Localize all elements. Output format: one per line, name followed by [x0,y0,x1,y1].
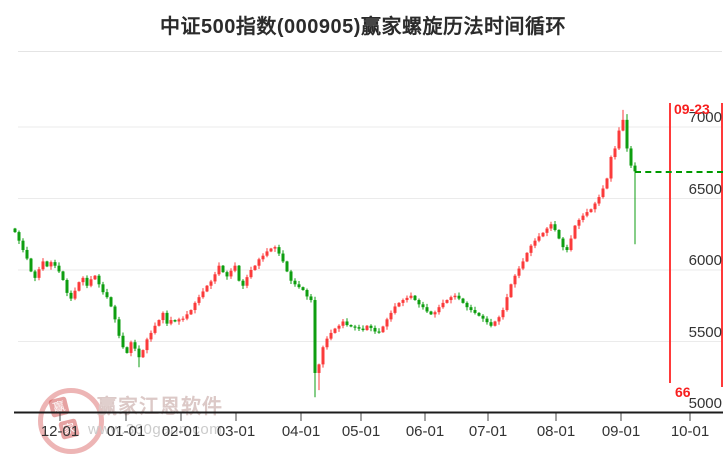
chart-title: 中证500指数(000905)赢家螺旋历法时间循环 [160,16,566,38]
cycle-date-label: 09-23 [674,101,710,117]
watermark-url: www.360gann.com [88,421,223,438]
x-axis-label: 02-01 [161,423,201,440]
x-axis-label: 06-01 [405,423,445,440]
reference-price-line[interactable] [635,171,723,173]
x-axis-label: 01-01 [106,423,146,440]
y-axis-label: 5000 [688,395,722,412]
y-axis-label: 5500 [688,323,722,341]
next-cycle-vertical-line[interactable] [721,103,723,387]
x-axis-label: 03-01 [216,423,256,440]
x-axis-label: 12-01 [40,423,80,440]
cycle-vertical-line[interactable] [669,103,671,383]
y-axis-label: 7000 [688,109,722,126]
y-axis-label: 6000 [688,252,722,269]
header-divider [18,51,722,52]
x-axis-label: 04-01 [281,423,321,440]
x-axis-label: 09-01 [601,423,641,440]
x-axis-label: 08-01 [536,423,576,440]
y-axis-label: 6500 [688,180,722,198]
cycle-number-label: 66 [675,384,691,400]
x-axis-label: 10-01 [670,423,710,440]
x-axis-label: 07-01 [468,423,508,440]
x-axis-label: 05-01 [341,423,381,440]
